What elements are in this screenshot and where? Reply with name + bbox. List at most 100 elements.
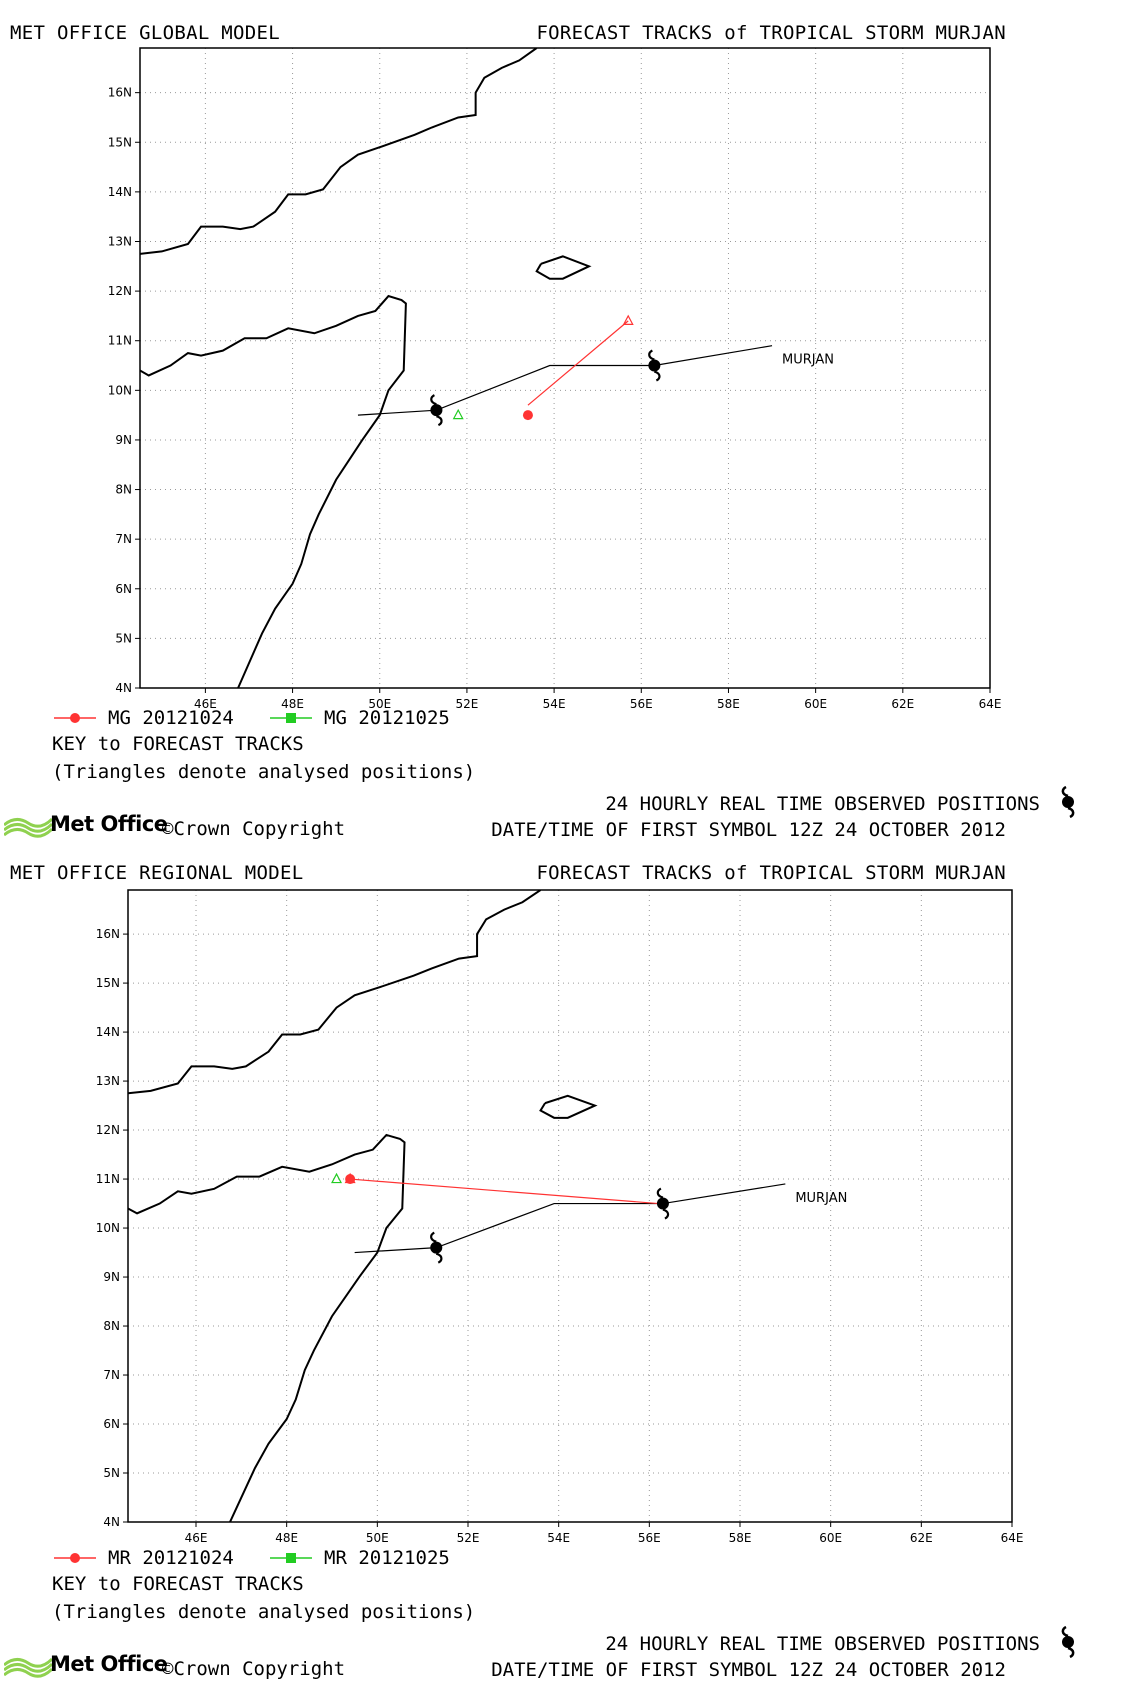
y-tick-label: 4N [103, 1515, 120, 1529]
x-tick-label: 46E [194, 697, 217, 711]
chart-title: FORECAST TRACKS of TROPICAL STORM MURJAN [536, 862, 1006, 884]
y-tick-label: 13N [108, 234, 132, 248]
y-tick-label: 7N [115, 532, 132, 546]
island-outline [535, 255, 592, 280]
coastline [128, 890, 542, 1095]
chart-title: FORECAST TRACKS of TROPICAL STORM MURJAN [536, 22, 1006, 44]
x-tick-label: 48E [281, 697, 304, 711]
y-tick-label: 12N [108, 284, 132, 298]
y-tick-label: 14N [96, 1025, 120, 1039]
x-tick-label: 50E [368, 697, 391, 711]
y-tick-label: 15N [108, 135, 132, 149]
legend-label: MG 20121025 [324, 707, 450, 729]
storm-label: MURJAN [782, 353, 834, 368]
y-tick-label: 10N [96, 1221, 120, 1235]
y-tick-label: 15N [96, 976, 120, 990]
coastlines [140, 48, 592, 688]
island-outline [539, 1094, 598, 1119]
x-tick-label: 48E [275, 1531, 298, 1545]
cyclone-symbol-icon [1061, 1626, 1075, 1658]
key-title: KEY to FORECAST TRACKS [52, 733, 304, 755]
x-tick-label: 56E [638, 1531, 661, 1545]
y-tick-label: 11N [96, 1172, 120, 1186]
y-tick-label: 10N [108, 383, 132, 397]
y-tick-label: 11N [108, 334, 132, 348]
forecast-point-20121024 [522, 410, 533, 421]
forecast-track-map: 46E 48E 50E 52E 54E 56E 58E 60E 62E 64E 4N 5N 6N 7N 8N… [108, 47, 1002, 711]
x-tick-label: 60E [804, 697, 827, 711]
x-tick-label: 60E [819, 1531, 842, 1545]
analysed-position-20121025 [452, 408, 464, 420]
cyclone-symbol-icon [1061, 786, 1075, 818]
forecast-point-20121024 [345, 1174, 356, 1185]
y-tick-label: 6N [115, 582, 132, 596]
model-label: MET OFFICE REGIONAL MODEL [10, 862, 304, 884]
observed-positions-note: 24 HOURLY REAL TIME OBSERVED POSITIONS [605, 1633, 1040, 1655]
forecast-track-map: 46E 48E 50E 52E 54E 56E 58E 60E 62E 64E 4N 5N 6N 7N 8N… [96, 889, 1023, 1545]
copyright: ©Crown Copyright [162, 1658, 346, 1680]
copyright: ©Crown Copyright [162, 818, 346, 840]
x-tick-label: 50E [366, 1531, 389, 1545]
met-office-logo-icon [4, 1657, 52, 1678]
legend-label: MR 20121025 [324, 1547, 450, 1569]
y-tick-label: 4N [115, 681, 132, 695]
legend-red-circle-marker [54, 713, 96, 723]
coastline [128, 1133, 406, 1522]
y-tick-label: 6N [103, 1417, 120, 1431]
y-tick-label: 5N [103, 1466, 120, 1480]
brand-name: Met Office [50, 1652, 168, 1676]
y-tick-label: 13N [96, 1074, 120, 1088]
y-tick-label: 8N [115, 483, 132, 497]
met-office-logo-icon [4, 817, 52, 838]
model-label: MET OFFICE GLOBAL MODEL [10, 22, 280, 44]
storm-label: MURJAN [795, 1191, 847, 1206]
cyclone-symbol-icon [648, 349, 661, 382]
legend-red-circle-marker [54, 1553, 96, 1563]
y-tick-label: 16N [108, 86, 132, 100]
legend-green-square-marker [270, 1553, 312, 1563]
legend-green-square-marker [270, 713, 312, 723]
y-tick-label: 7N [103, 1368, 120, 1382]
y-tick-label: 9N [115, 433, 132, 447]
legend-label: MG 20121024 [108, 707, 234, 729]
key-note: (Triangles denote analysed positions) [52, 761, 476, 783]
x-tick-label: 52E [455, 697, 478, 711]
x-tick-label: 58E [729, 1531, 752, 1545]
observed-positions-note: 24 HOURLY REAL TIME OBSERVED POSITIONS [605, 793, 1040, 815]
x-tick-label: 58E [717, 697, 740, 711]
coastlines [128, 890, 598, 1522]
x-tick-label: 56E [630, 697, 653, 711]
key-note: (Triangles denote analysed positions) [52, 1601, 476, 1623]
first-symbol-datetime: DATE/TIME OF FIRST SYMBOL 12Z 24 OCTOBER… [491, 1659, 1006, 1681]
x-tick-label: 62E [910, 1531, 933, 1545]
y-tick-label: 5N [115, 631, 132, 645]
key-title: KEY to FORECAST TRACKS [52, 1573, 304, 1595]
analysed-position-20121025 [331, 1172, 343, 1184]
observed-track-line [357, 345, 773, 416]
x-tick-label: 62E [891, 697, 914, 711]
y-tick-label: 16N [96, 927, 120, 941]
cyclone-symbol-icon [656, 1187, 670, 1220]
coastline [140, 48, 538, 255]
cyclone-symbol-icon [430, 1231, 443, 1264]
x-tick-label: 54E [547, 1531, 570, 1545]
map-frame [139, 47, 991, 689]
y-tick-label: 9N [103, 1270, 120, 1284]
cyclone-symbol-icon [430, 394, 443, 427]
brand-name: Met Office [50, 812, 168, 836]
x-tick-label: 54E [543, 697, 566, 711]
y-tick-label: 14N [108, 185, 132, 199]
forecast-track-20121024 [527, 320, 629, 406]
x-tick-label: 64E [979, 697, 1002, 711]
y-tick-label: 12N [96, 1123, 120, 1137]
global-model-panel: MET OFFICE GLOBAL MODEL FORECAST TRACKS … [0, 0, 1130, 841]
map-frame [127, 889, 1013, 1523]
regional-model-panel: MET OFFICE REGIONAL MODEL FORECAST TRACK… [0, 840, 1130, 1681]
first-symbol-datetime: DATE/TIME OF FIRST SYMBOL 12Z 24 OCTOBER… [491, 819, 1006, 841]
x-tick-label: 46E [185, 1531, 208, 1545]
coastline [140, 294, 407, 688]
analysed-position-20121024 [622, 314, 634, 325]
y-tick-label: 8N [103, 1319, 120, 1333]
forecast-track-20121024 [350, 1178, 659, 1205]
x-tick-label: 52E [457, 1531, 480, 1545]
